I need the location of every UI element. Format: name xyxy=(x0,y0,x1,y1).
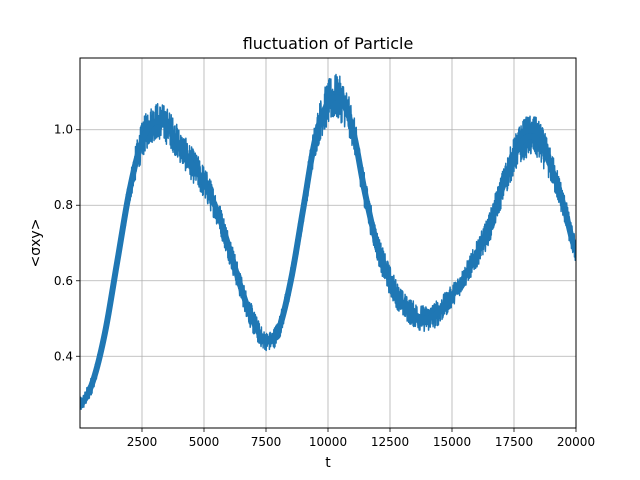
x-tick-label: 10000 xyxy=(309,435,347,449)
chart-title: fluctuation of Particle xyxy=(243,34,414,53)
y-tick-label: 0.4 xyxy=(54,349,73,363)
y-tick-label: 1.0 xyxy=(54,123,73,137)
x-tick-label: 2500 xyxy=(127,435,158,449)
x-tick-label: 17500 xyxy=(495,435,533,449)
x-tick-label: 15000 xyxy=(433,435,471,449)
y-axis-label: <σxy> xyxy=(28,219,44,268)
x-tick-label: 5000 xyxy=(189,435,220,449)
y-tick-label: 0.6 xyxy=(54,274,73,288)
y-tick-label: 0.8 xyxy=(54,198,73,212)
x-axis-label: t xyxy=(325,455,331,471)
plot-area xyxy=(80,73,576,410)
y-axis: 0.4 0.6 0.8 1.0 xyxy=(54,123,80,363)
x-tick-label: 7500 xyxy=(251,435,282,449)
grid-lines xyxy=(80,58,577,428)
x-tick-label: 12500 xyxy=(371,435,409,449)
x-axis: 2500 5000 7500 10000 12500 15000 17500 20000 xyxy=(127,428,595,449)
x-tick-label: 20000 xyxy=(557,435,595,449)
